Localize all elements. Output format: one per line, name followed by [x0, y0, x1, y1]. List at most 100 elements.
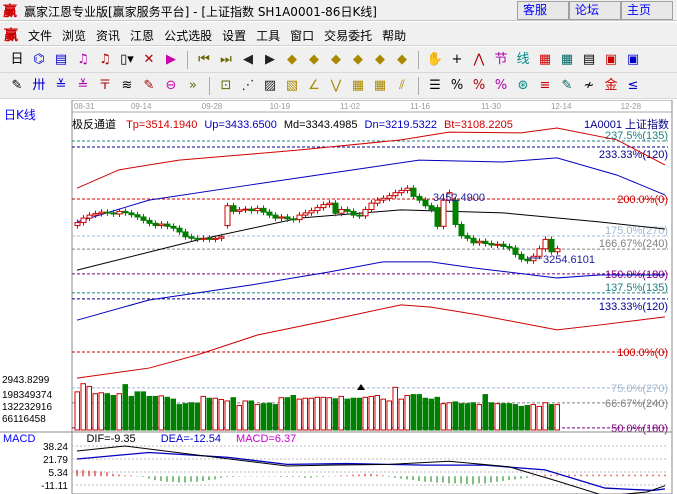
toolbar2-tool-icon-2[interactable]: ≚: [55, 77, 67, 93]
toolbar2-tool-icon-11[interactable]: ▨: [263, 77, 277, 93]
menu-item-2[interactable]: 资讯: [96, 29, 121, 43]
toolbar1-tool-icon-11[interactable]: ▶: [265, 51, 275, 67]
menu-item-6[interactable]: 工具: [256, 29, 281, 43]
menu-item-9[interactable]: 帮助: [382, 29, 407, 43]
toolbar2-tool-icon-15[interactable]: ▦: [351, 77, 365, 93]
candle: [398, 187, 405, 196]
volume-bar: [128, 395, 134, 431]
toolbar2-tool-icon-17[interactable]: ⫽: [399, 77, 405, 93]
candle-body: [482, 240, 489, 245]
volume-bar: [80, 383, 86, 431]
toolbar1-tool-icon-10[interactable]: ◀: [243, 51, 253, 67]
toolbar-separator: [418, 50, 419, 69]
toolbar2-tool-icon-13[interactable]: ∠: [308, 77, 320, 93]
toolbar1-tool-icon-7[interactable]: ▶: [166, 51, 176, 67]
toolbar1-tool-icon-13[interactable]: ◆: [309, 51, 319, 67]
candle-body: [440, 199, 447, 227]
volume-bar: [446, 402, 452, 431]
toolbar2-tool-icon-19[interactable]: %: [450, 77, 464, 93]
menu-item-1[interactable]: 浏览: [62, 29, 87, 43]
toolbar2-tool-icon-18[interactable]: ☰: [429, 77, 441, 93]
toolbar2-tool-icon-6[interactable]: ✎: [143, 77, 155, 93]
customer-service-button[interactable]: 客服: [517, 1, 569, 20]
toolbar2-tool-icon-16[interactable]: ▦: [373, 77, 387, 93]
candle-body: [146, 219, 153, 224]
toolbar2-tool-icon-5[interactable]: ≋: [121, 77, 133, 93]
toolbar1-tool-icon-5[interactable]: ▯▾: [120, 51, 134, 67]
toolbar2-tool-icon-25[interactable]: ≁: [583, 77, 595, 93]
toolbar2-tool-icon-4[interactable]: 〒: [98, 77, 112, 93]
toolbar1-tool-icon-25[interactable]: ▤: [582, 51, 596, 67]
toolbar1-tool-icon-26[interactable]: ▣: [604, 51, 618, 67]
toolbar1-tool-icon-18[interactable]: ✋: [426, 51, 444, 67]
toolbar2-tool-icon-12[interactable]: ▧: [285, 77, 299, 93]
toolbar1-tool-icon-27[interactable]: ▣: [626, 51, 640, 67]
toolbar2-tool-icon-24[interactable]: ✎: [561, 77, 573, 93]
toolbar1-tool-icon-23[interactable]: ▦: [538, 51, 552, 67]
toolbar2-tool-icon-9[interactable]: ⊡: [220, 77, 232, 93]
candle: [488, 240, 495, 249]
toolbar2-tool-icon-10[interactable]: ⋰: [241, 77, 255, 93]
toolbar1-tool-icon-2[interactable]: ▤: [54, 51, 68, 67]
toolbar2-tool-icon-0[interactable]: ✎: [11, 77, 23, 93]
toolbar2-tool-icon-23[interactable]: ≡: [539, 77, 551, 93]
candle-body: [74, 222, 81, 227]
symbol-label: 1A0001 上证指数: [584, 119, 669, 131]
toolbar1-tool-icon-9[interactable]: ⏭: [220, 51, 232, 67]
toolbar2-tool-icon-22[interactable]: ⊛: [517, 77, 529, 93]
volume-bar: [518, 405, 524, 431]
candle-body: [296, 214, 303, 221]
toolbar1-tool-icon-12[interactable]: ◆: [287, 51, 297, 67]
toolbar1-tool-icon-3[interactable]: ♫: [77, 51, 89, 67]
toolbar1-tool-icon-22[interactable]: 线: [516, 51, 530, 67]
menu-item-8[interactable]: 交易委托: [324, 29, 373, 43]
menu-item-7[interactable]: 窗口: [290, 29, 315, 43]
kline-chart[interactable]: 08-31 09-14 09-28 10-19 11-02 11-16 11-30 12-14…: [0, 100, 677, 494]
volume-bar: [152, 395, 158, 431]
toolbar2-tool-icon-1[interactable]: 卅: [32, 77, 46, 93]
candle-body: [374, 199, 381, 204]
volume-bar: [74, 391, 80, 431]
menu-item-3[interactable]: 江恩: [130, 29, 155, 43]
volume-bar: [536, 405, 542, 431]
fib-level-label: 166.67%(240): [599, 238, 668, 250]
toolbar1-tool-icon-4[interactable]: ♫: [99, 51, 111, 67]
toolbar1-tool-icon-6[interactable]: ✕: [143, 51, 155, 67]
toolbar1-tool-icon-14[interactable]: ◆: [331, 51, 341, 67]
toolbar2-tool-icon-3[interactable]: ≚: [77, 77, 89, 93]
candle: [500, 241, 507, 250]
toolbar1-tool-icon-24[interactable]: ▦: [560, 51, 574, 67]
volume-bar: [506, 403, 512, 431]
volume-bar: [164, 396, 170, 431]
volume-bar: [362, 396, 368, 431]
menu-item-0[interactable]: 文件: [28, 29, 53, 43]
toolbar1-tool-icon-21[interactable]: 节: [494, 51, 508, 67]
low-price-marker: 3254.6101: [543, 254, 595, 266]
toolbar1-tool-icon-20[interactable]: ⋀: [473, 51, 485, 67]
candle-body: [344, 208, 351, 212]
candle: [98, 209, 105, 217]
toolbar1-tool-icon-1[interactable]: ⌬: [33, 51, 45, 67]
toolbar2-tool-icon-21[interactable]: %: [494, 77, 508, 93]
toolbar2-tool-icon-26[interactable]: 金: [604, 77, 618, 93]
toolbar1-tool-icon-15[interactable]: ◆: [353, 51, 363, 67]
menu-item-4[interactable]: 公式选股: [164, 29, 213, 43]
toolbar1-tool-icon-0[interactable]: 日▾: [10, 51, 24, 73]
toolbar1-tool-icon-16[interactable]: ◆: [375, 51, 385, 67]
toolbar1-tool-icon-8[interactable]: ⏮: [198, 51, 210, 67]
toolbar2-tool-icon-7[interactable]: ⊖: [165, 77, 177, 93]
toolbar1-tool-icon-19[interactable]: +: [451, 51, 463, 67]
toolbar1-tool-icon-17[interactable]: ◆: [397, 51, 407, 67]
menu-item-5[interactable]: 设置: [222, 29, 247, 43]
toolbar2-tool-icon-27[interactable]: ≤: [627, 77, 639, 93]
toolbar-separator: [187, 50, 188, 69]
candle: [410, 185, 417, 200]
candle-body: [218, 236, 225, 239]
candle: [374, 197, 381, 207]
toolbar2-tool-icon-20[interactable]: %: [472, 77, 486, 93]
homepage-button[interactable]: 主页: [621, 1, 673, 20]
forum-button[interactable]: 论坛: [569, 1, 621, 20]
toolbar2-tool-icon-14[interactable]: ⋁: [330, 77, 342, 93]
toolbar2-tool-icon-8[interactable]: »: [189, 77, 197, 93]
channel-line-up: [76, 157, 666, 223]
